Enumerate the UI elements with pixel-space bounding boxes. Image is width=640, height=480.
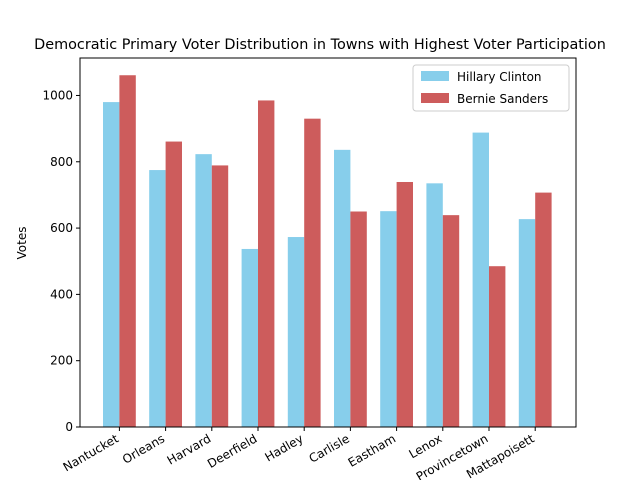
bars-layer (103, 75, 552, 428)
x-tick-label: Nantucket (61, 431, 121, 474)
bar-sanders-4 (304, 118, 321, 428)
legend: Hillary Clinton Bernie Sanders (412, 64, 570, 112)
legend-label-0: Hillary Clinton (457, 70, 542, 84)
y-axis-label: Votes (15, 227, 29, 260)
plot-frame (79, 57, 577, 428)
bar-sanders-5 (350, 211, 367, 427)
x-tick-label: Hadley (262, 431, 305, 464)
bar-sanders-9 (535, 192, 552, 427)
x-tick-label: Deerfield (205, 431, 259, 471)
bar-clinton-3 (241, 248, 258, 427)
y-tick-label: 0 (65, 420, 73, 434)
bar-sanders-0 (119, 75, 136, 428)
x-tick-label: Carlisle (307, 431, 352, 465)
bar-clinton-2 (195, 154, 212, 427)
legend-swatch-1 (421, 93, 449, 103)
legend-frame (412, 64, 570, 112)
chart-title: Democratic Primary Voter Distribution in… (34, 37, 606, 53)
bar-clinton-5 (334, 149, 351, 427)
bar-clinton-9 (518, 219, 536, 427)
bar-clinton-0 (103, 102, 120, 427)
y-tick-label: 600 (50, 221, 73, 235)
bar-sanders-6 (396, 181, 413, 427)
x-tick-label: Orleans (120, 431, 167, 466)
y-tick-label: 200 (50, 354, 73, 368)
bar-clinton-1 (149, 170, 166, 427)
bar-clinton-6 (380, 211, 397, 427)
bar-sanders-2 (211, 165, 229, 428)
bar-clinton-8 (472, 132, 489, 427)
legend-swatch-0 (421, 71, 449, 81)
bar-sanders-1 (165, 141, 182, 428)
y-tick-label: 1000 (42, 88, 73, 102)
x-tick-label: Eastham (346, 431, 399, 469)
bar-clinton-7 (426, 183, 443, 427)
bar-sanders-7 (442, 215, 460, 427)
y-tick-label: 800 (50, 155, 73, 169)
legend-label-1: Bernie Sanders (457, 92, 548, 106)
y-tick-label: 400 (50, 287, 73, 301)
bar-sanders-3 (258, 100, 275, 427)
bar-clinton-4 (287, 237, 305, 427)
bar-sanders-8 (489, 266, 506, 427)
